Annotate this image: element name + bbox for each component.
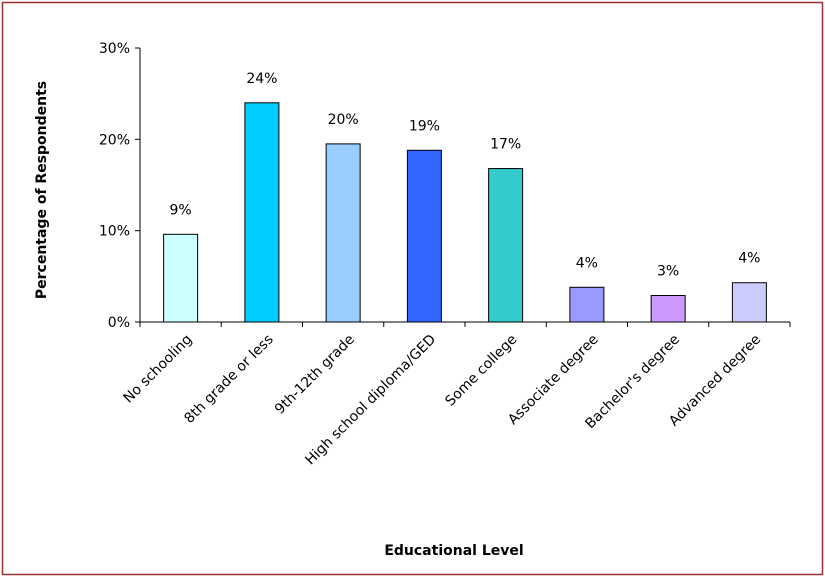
data-label: 19% (409, 118, 440, 134)
data-label: 20% (328, 112, 359, 128)
bars (163, 102, 767, 323)
bar (488, 168, 524, 323)
data-label: 4% (576, 255, 598, 271)
data-label: 24% (246, 71, 277, 87)
bar (569, 286, 605, 323)
data-label: 4% (738, 251, 760, 267)
y-tick-label: 0% (108, 315, 130, 331)
data-label: 3% (657, 264, 679, 280)
data-label: 9% (170, 202, 192, 218)
bar (163, 233, 199, 323)
y-tick-label: 10% (99, 224, 130, 240)
data-labels: 9% 24% 20% 19% 17% 4% 3% 4% (170, 71, 761, 280)
y-tick-label: 20% (99, 132, 130, 148)
y-tick-label: 30% (99, 41, 130, 57)
y-axis: 0% 10% 20% 30% (99, 41, 141, 331)
bar (731, 282, 767, 323)
data-label: 17% (490, 137, 521, 153)
bar (650, 295, 686, 323)
bar (406, 149, 442, 323)
x-axis-title: Educational Level (384, 543, 523, 559)
y-axis-title: Percentage of Respondents (34, 81, 50, 299)
bar (325, 143, 361, 323)
bar (244, 102, 280, 323)
